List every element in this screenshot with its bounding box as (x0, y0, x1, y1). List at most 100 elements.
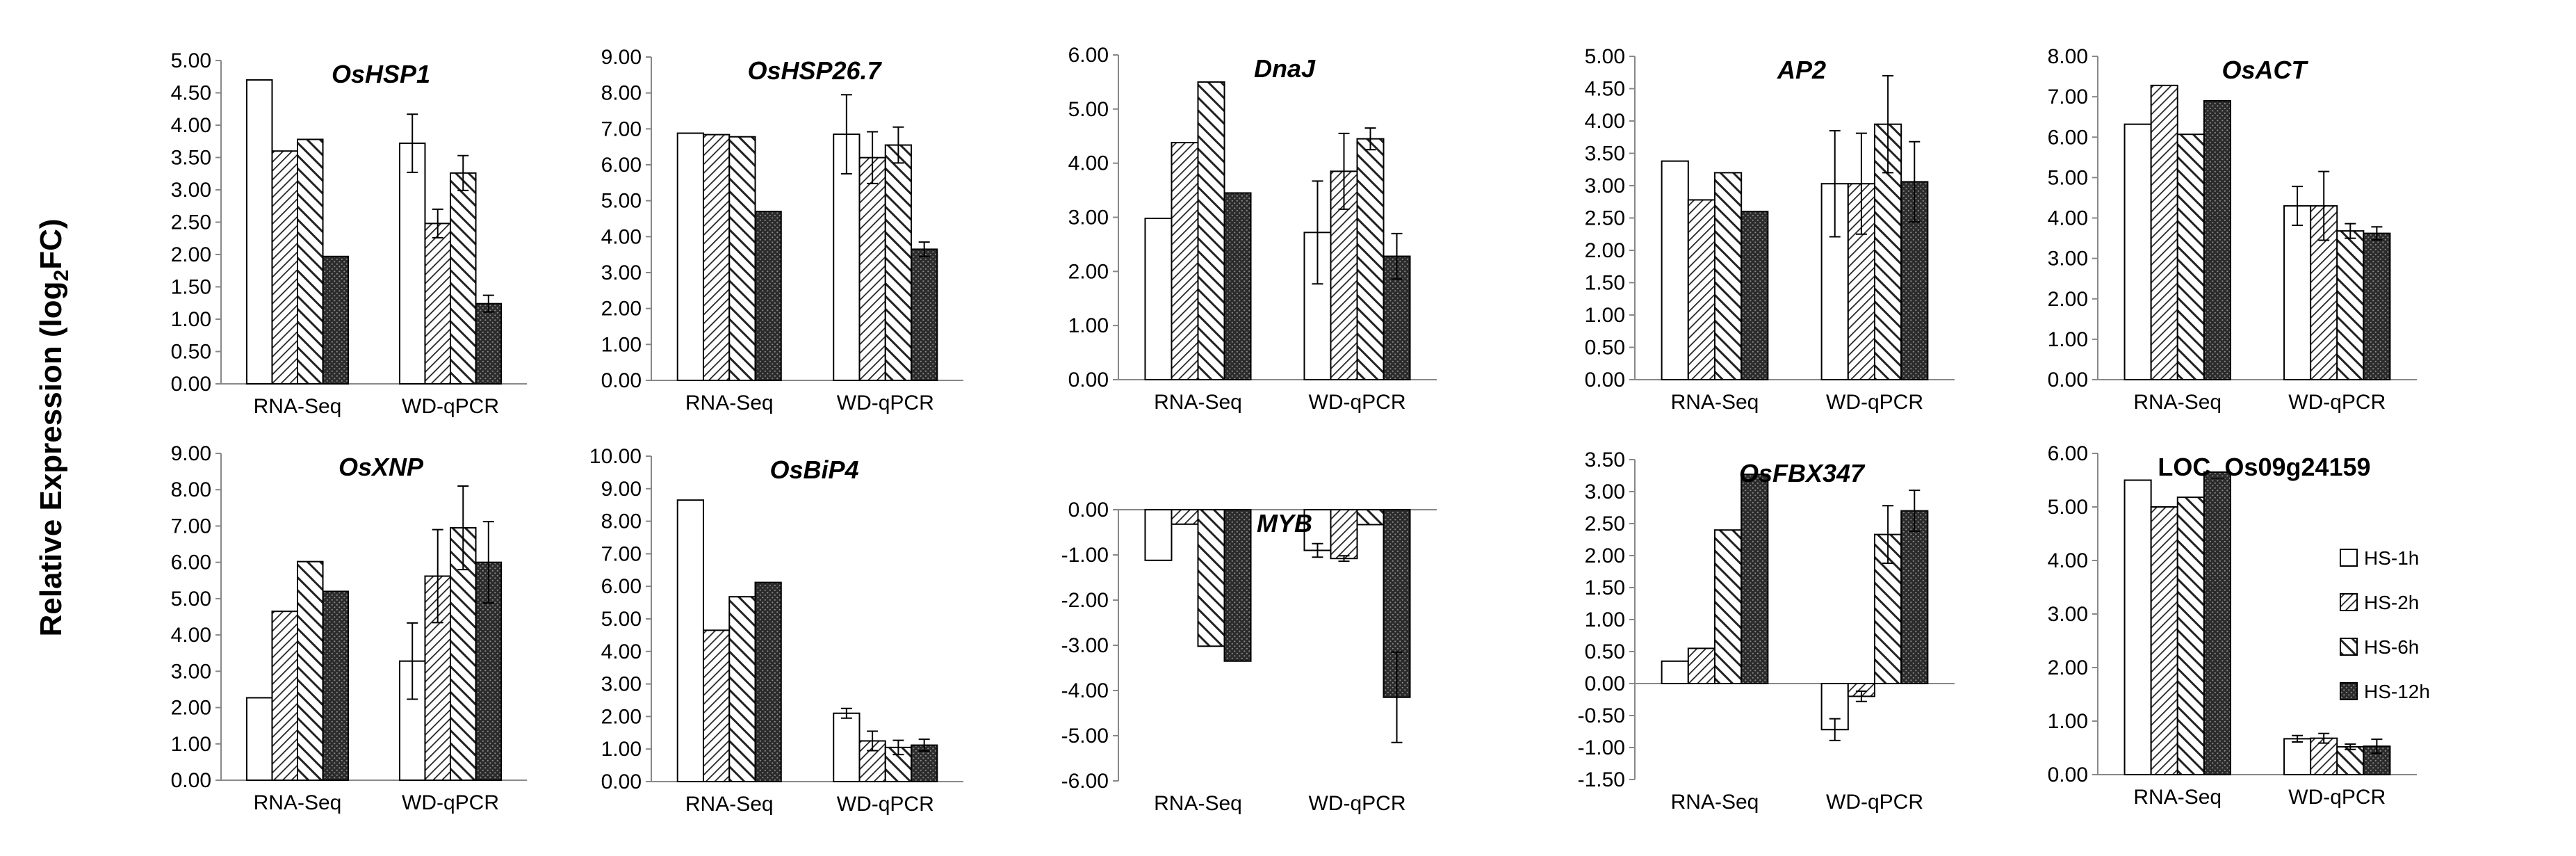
y-tick-label: 6.00 (171, 551, 211, 574)
bar-hs-2h (1171, 142, 1199, 380)
bar-hs-2h (271, 150, 299, 385)
bar-hs-6h (728, 136, 756, 381)
bar-hs-1h (245, 697, 273, 782)
bar-hs-1h (398, 143, 426, 385)
y-tick-label: -5.00 (1061, 725, 1109, 748)
bar-hs-1h (2283, 738, 2312, 776)
y-tick-label: 3.00 (601, 673, 642, 696)
chart-title: LOC_Os09g24159 (2158, 453, 2370, 481)
x-category-label: RNA-Seq (1671, 391, 1759, 414)
y-tick-label: 3.00 (171, 179, 211, 202)
y-tick-label: 1.00 (171, 733, 211, 756)
y-tick-label: 2.00 (171, 243, 211, 266)
chart-panel: 0.00 1.00 2.00 3.00 4.00 5.00 6.00 7.00 8.00 9.00… (171, 442, 527, 814)
bar-hs-6h (1197, 509, 1225, 647)
legend-swatch (2340, 682, 2358, 700)
x-category-label: RNA-Seq (1154, 391, 1242, 414)
x-category-label: RNA-Seq (254, 791, 342, 814)
y-tick-label: 6.00 (1068, 44, 1109, 67)
chart-title: AP2 (1777, 56, 1826, 84)
bar-hs-6h (2336, 745, 2365, 775)
y-tick-label: 1.00 (601, 333, 642, 356)
bar-hs-12h (2363, 232, 2391, 380)
y-tick-label: 4.00 (2048, 207, 2088, 230)
y-tick-label: 0.00 (601, 770, 642, 793)
x-category-label: RNA-Seq (685, 793, 774, 816)
y-tick-label: 8.00 (2048, 45, 2088, 68)
y-tick-label: 7.00 (601, 542, 642, 565)
y-tick-label: 2.00 (1585, 544, 1625, 567)
y-tick-label: 1.00 (1585, 608, 1625, 631)
y-axis-label: Relative Expression (log2FC) (34, 218, 73, 636)
chart-panel: 0.00 1.00 2.00 3.00 4.00 5.00 6.00 7.00 8.00 9.00… (589, 445, 963, 816)
y-tick-label: 2.00 (171, 697, 211, 720)
y-tick-label: 0.00 (2048, 764, 2088, 786)
legend-swatch (2340, 549, 2358, 567)
y-tick-label: 3.00 (2048, 603, 2088, 626)
bar-hs-1h (833, 712, 861, 782)
bar-hs-6h (297, 138, 324, 385)
y-tick-label: 0.00 (1068, 499, 1109, 522)
bar-hs-6h (2176, 496, 2205, 775)
x-category-label: RNA-Seq (1671, 791, 1759, 814)
y-tick-label: 4.50 (1585, 78, 1625, 101)
y-tick-label: 2.00 (1585, 239, 1625, 262)
bar-hs-2h (271, 611, 299, 782)
bar-hs-6h (1356, 138, 1385, 380)
y-tick-label: 3.50 (1585, 143, 1625, 165)
bar-hs-2h (2150, 84, 2178, 380)
chart-panels: 0.00 0.50 1.00 1.50 2.00 2.50 3.00 3.50 4.00 4.50… (171, 44, 2430, 816)
y-tick-label: 0.00 (601, 369, 642, 392)
chart-title: OsACT (2222, 56, 2308, 84)
y-tick-label: 8.00 (171, 478, 211, 501)
bar-hs-12h (322, 255, 350, 385)
y-tick-label: 4.00 (601, 225, 642, 248)
y-tick-label: -0.50 (1578, 704, 1625, 727)
y-tick-label: 9.00 (601, 46, 642, 69)
y-tick-label: 2.00 (601, 298, 642, 321)
y-tick-label: 5.00 (601, 608, 642, 631)
y-tick-label: 2.00 (601, 705, 642, 728)
bar-hs-1h (1144, 509, 1173, 561)
bar-hs-12h (322, 590, 350, 781)
bar-hs-6h (1356, 509, 1385, 526)
bar-hs-12h (475, 302, 503, 385)
y-tick-label: 7.00 (171, 515, 211, 538)
y-tick-label: 0.00 (171, 769, 211, 792)
legend-label: HS-6h (2364, 636, 2419, 658)
bar-hs-2h (702, 629, 731, 782)
bar-hs-1h (676, 132, 704, 382)
bar-hs-6h (1714, 529, 1743, 685)
y-tick-label: 2.50 (171, 211, 211, 234)
y-tick-label: 3.50 (1585, 449, 1625, 471)
bar-hs-2h (1330, 509, 1358, 560)
y-tick-label: 10.00 (589, 445, 642, 468)
y-tick-label: 5.00 (2048, 166, 2088, 189)
y-tick-label: -1.50 (1578, 768, 1625, 791)
bar-hs-6h (1197, 81, 1225, 381)
y-tick-label: 0.00 (1585, 672, 1625, 695)
x-category-label: RNA-Seq (2133, 391, 2222, 414)
y-tick-label: 5.00 (1585, 45, 1625, 68)
y-tick-label: -1.00 (1061, 544, 1109, 567)
bar-hs-12h (911, 248, 938, 381)
bar-hs-2h (2310, 737, 2338, 776)
y-tick-label: -6.00 (1061, 770, 1109, 793)
bar-hs-2h (858, 156, 886, 382)
bar-hs-6h (297, 560, 324, 781)
chart-panel: 0.00 0.50 1.00 1.50 2.00 2.50 3.00 3.50 4.00 4.50… (171, 49, 527, 418)
x-category-label: WD-qPCR (837, 793, 934, 816)
chart-panel: -1.50 -1.00 -0.50 0.00 0.50 1.00 1.50 2.00 2.50 3… (1578, 449, 1955, 814)
y-tick-label: 2.50 (1585, 512, 1625, 535)
bar-hs-2h (1687, 647, 1716, 685)
y-tick-label: 6.00 (2048, 442, 2088, 465)
x-category-label: WD-qPCR (1826, 791, 1923, 814)
chart-title: MYB (1257, 509, 1312, 538)
y-tick-label: -2.00 (1061, 589, 1109, 612)
x-category-label: RNA-Seq (1154, 792, 1242, 815)
bar-hs-12h (1900, 510, 1929, 684)
y-tick-label: 8.00 (601, 510, 642, 533)
y-tick-label: 3.00 (1585, 175, 1625, 197)
y-tick-label: 2.00 (2048, 288, 2088, 311)
